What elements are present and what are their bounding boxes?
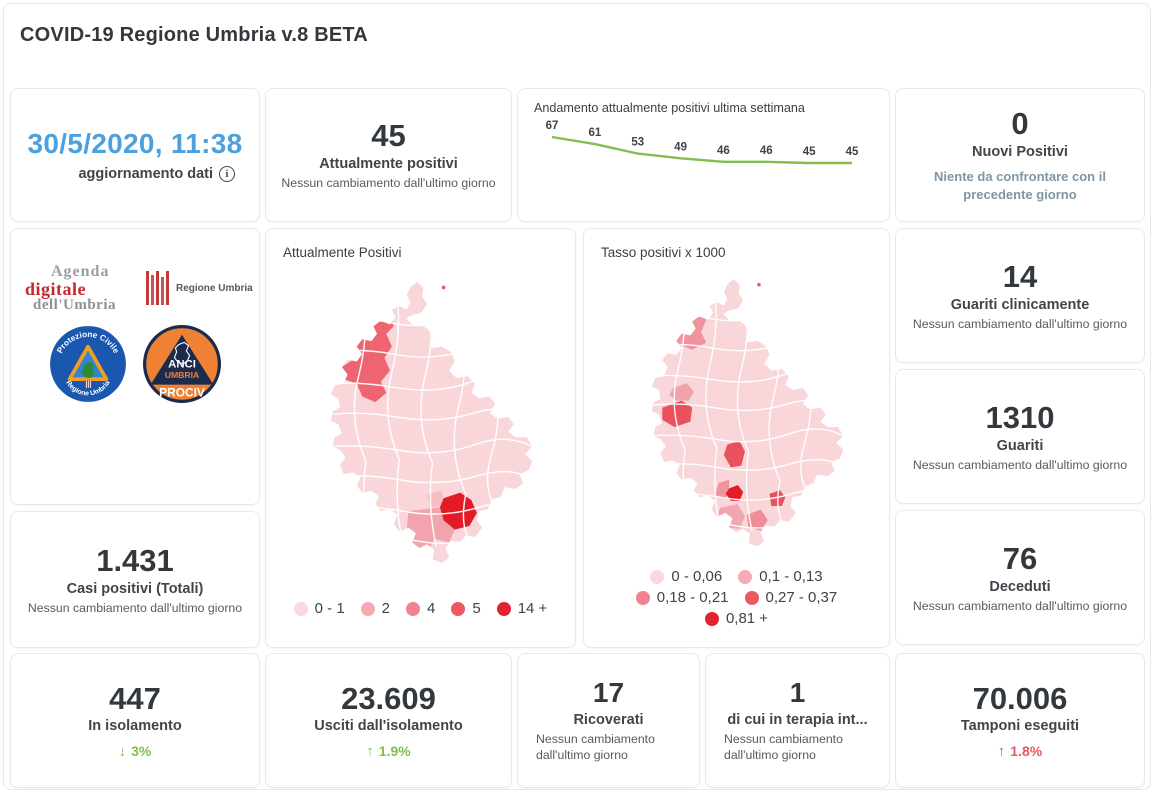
sparkline-chart: 67 61 53 49 46 46 45 45 — [546, 120, 859, 165]
up-arrow-icon: ↑ — [997, 743, 1006, 761]
attualmente-positivi-note: Nessun cambiamento dall'ultimo giorno — [281, 176, 496, 191]
usciti-isolamento-label: Usciti dall'isolamento — [314, 718, 463, 735]
in-isolamento-label: In isolamento — [88, 718, 182, 735]
attualmente-positivi-label: Attualmente positivi — [319, 156, 458, 173]
in-isolamento-value: 447 — [109, 680, 161, 716]
guariti-clinicamente-value: 14 — [1002, 258, 1038, 294]
ricoverati-note: Nessun cambiamento dall'ultimo giorno — [536, 731, 655, 763]
in-isolamento-delta: ↓ 3% — [118, 743, 152, 761]
card-deceduti: 76 Deceduti Nessun cambiamento dall'ulti… — [895, 510, 1145, 645]
guariti-label: Guariti — [996, 437, 1044, 454]
casi-totali-note: Nessun cambiamento dall'ultimo giorno — [27, 600, 243, 615]
terapia-intensiva-label: di cui in terapia int... — [727, 711, 868, 728]
legend-dot — [650, 569, 665, 584]
deceduti-note: Nessun cambiamento dall'ultimo giorno — [912, 598, 1128, 613]
info-icon[interactable]: i — [219, 166, 235, 182]
deceduti-label: Deceduti — [989, 578, 1051, 595]
tamponi-label: Tamponi eseguiti — [960, 718, 1080, 735]
logo-divider — [118, 262, 146, 314]
svg-text:61: 61 — [588, 127, 601, 139]
map-attualmente-positivi[interactable] — [305, 269, 536, 574]
svg-text:46: 46 — [760, 145, 773, 157]
map2-title: Tasso positivi x 1000 — [601, 245, 726, 260]
card-nuovi-positivi: 0 Nuovi Positivi Niente da confrontare c… — [895, 88, 1145, 222]
card-casi-totali: 1.431 Casi positivi (Totali) Nessun camb… — [10, 511, 260, 648]
nuovi-positivi-note: Niente da confrontare con il precedente … — [934, 168, 1106, 202]
card-map-attualmente-positivi: Attualmente Positivi — [265, 228, 576, 648]
update-datetime: 30/5/2020, 11:38 — [27, 128, 243, 159]
card-guariti-clinicamente: 14 Guariti clinicamente Nessun cambiamen… — [895, 228, 1145, 363]
legend-dot — [293, 601, 308, 616]
card-usciti-isolamento: 23.609 Usciti dall'isolamento ↑ 1.9% — [265, 653, 512, 788]
usciti-isolamento-value: 23.609 — [341, 680, 436, 716]
nuovi-positivi-value: 0 — [1011, 105, 1029, 141]
guariti-note: Nessun cambiamento dall'ultimo giorno — [912, 457, 1128, 472]
legend-dot — [635, 590, 650, 605]
svg-text:PROCIV: PROCIV — [159, 386, 205, 400]
legend-dot — [496, 601, 511, 616]
map-tasso-positivi[interactable] — [627, 267, 847, 557]
svg-text:46: 46 — [717, 145, 730, 157]
card-logos: Agenda digitale dell'Umbria Regione Umbr… — [10, 228, 260, 505]
update-label: aggiornamento dati — [78, 166, 213, 182]
card-sparkline: Andamento attualmente positivi ultima se… — [517, 88, 890, 222]
page-title: COVID-19 Regione Umbria v.8 BETA — [20, 24, 368, 46]
deceduti-value: 76 — [1002, 540, 1038, 576]
svg-text:53: 53 — [631, 137, 644, 149]
guariti-clinicamente-label: Guariti clinicamente — [950, 296, 1090, 313]
svg-text:ANCI: ANCI — [168, 358, 196, 370]
map2-legend: 0 - 0,06 0,1 - 0,13 0,18 - 0,21 0,27 - 0… — [607, 566, 867, 629]
attualmente-positivi-value: 45 — [371, 118, 406, 154]
tamponi-value: 70.006 — [972, 680, 1068, 716]
nuovi-positivi-label: Nuovi Positivi — [972, 143, 1068, 160]
regione-umbria-bars-icon — [146, 271, 169, 305]
tamponi-delta: ↑ 1.8% — [997, 743, 1043, 761]
svg-text:49: 49 — [674, 141, 687, 153]
legend-dot — [360, 601, 375, 616]
ricoverati-value: 17 — [592, 677, 625, 709]
legend-dot — [704, 611, 719, 626]
map1-legend: 0 - 1 2 4 5 14 + — [266, 598, 575, 619]
svg-text:45: 45 — [803, 146, 816, 158]
card-tamponi: 70.006 Tamponi eseguiti ↑ 1.8% — [895, 653, 1145, 788]
map1-title: Attualmente Positivi — [283, 245, 402, 260]
up-arrow-icon: ↑ — [366, 743, 374, 761]
down-arrow-icon: ↓ — [118, 743, 127, 761]
card-attualmente-positivi: 45 Attualmente positivi Nessun cambiamen… — [265, 88, 512, 222]
svg-text:45: 45 — [846, 146, 859, 158]
casi-totali-label: Casi positivi (Totali) — [66, 580, 204, 597]
guariti-clinicamente-note: Nessun cambiamento dall'ultimo giorno — [912, 316, 1128, 331]
usciti-isolamento-delta: ↑ 1.9% — [366, 743, 411, 761]
card-ricoverati: 17 Ricoverati Nessun cambiamento dall'ul… — [517, 653, 700, 788]
legend-dot — [744, 590, 759, 605]
card-terapia-intensiva: 1 di cui in terapia int... Nessun cambia… — [705, 653, 890, 788]
legend-dot — [451, 601, 466, 616]
casi-totali-value: 1.431 — [96, 542, 174, 578]
svg-text:67: 67 — [546, 120, 559, 132]
card-in-isolamento: 447 In isolamento ↓ 3% — [10, 653, 260, 788]
sparkline-title: Andamento attualmente positivi ultima se… — [534, 101, 805, 115]
card-update-date: 30/5/2020, 11:38 aggiornamento dati i — [10, 88, 260, 222]
regione-umbria-logo: Regione Umbria — [146, 271, 253, 305]
terapia-intensiva-note: Nessun cambiamento dall'ultimo giorno — [724, 731, 843, 763]
anci-umbria-prociv-logo: ANCI UMBRIA PROCIV — [143, 325, 221, 403]
protezione-civile-logo: Protezione Civile Regione Umbria — [50, 326, 126, 402]
ricoverati-label: Ricoverati — [573, 711, 644, 728]
svg-text:UMBRIA: UMBRIA — [165, 370, 200, 380]
legend-dot — [738, 569, 753, 584]
guariti-value: 1310 — [985, 399, 1055, 435]
agenda-digitale-logo: Agenda digitale dell'Umbria — [25, 262, 116, 313]
card-guariti: 1310 Guariti Nessun cambiamento dall'ult… — [895, 369, 1145, 504]
legend-dot — [406, 601, 421, 616]
card-map-tasso-positivi: Tasso positivi x 1000 — [583, 228, 890, 648]
terapia-intensiva-value: 1 — [789, 677, 806, 709]
